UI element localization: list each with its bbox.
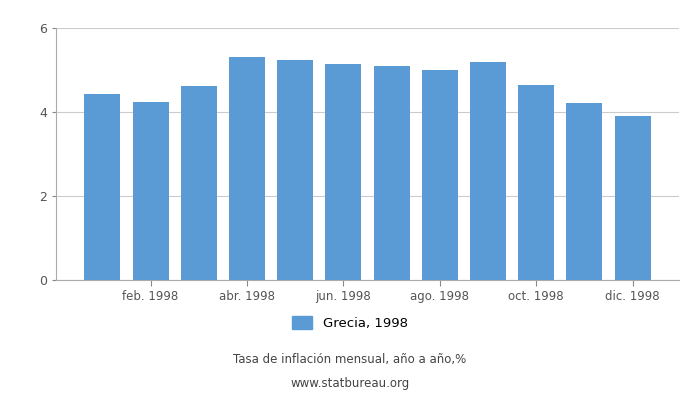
Bar [84,94,120,280]
Bar [518,85,554,280]
Bar [181,86,217,280]
Text: www.statbureau.org: www.statbureau.org [290,378,410,390]
Bar [421,70,458,280]
Legend: Grecia, 1998: Grecia, 1998 [287,310,413,335]
Text: Tasa de inflación mensual, año a año,%: Tasa de inflación mensual, año a año,% [233,354,467,366]
Bar [132,102,169,280]
Bar [374,66,409,280]
Bar [566,103,603,280]
Bar [615,116,651,280]
Bar [470,62,506,280]
Bar [277,60,314,280]
Bar [326,64,361,280]
Bar [229,57,265,280]
